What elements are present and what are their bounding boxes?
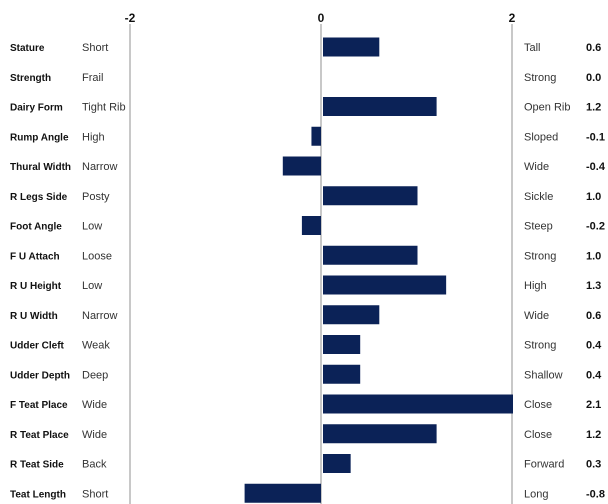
trait-high-label: Close — [524, 399, 552, 411]
trait-bar — [323, 275, 447, 295]
trait-name: R Legs Side — [10, 192, 68, 203]
trait-high-label: Strong — [524, 250, 556, 262]
trait-high-label: High — [524, 280, 547, 292]
trait-name: Thural Width — [10, 162, 71, 173]
trait-bar — [323, 97, 437, 116]
trait-value-label: -0.2 — [586, 221, 605, 233]
trait-low-label: Low — [82, 280, 102, 292]
trait-value-label: -0.1 — [586, 131, 605, 143]
trait-value-label: -0.4 — [586, 161, 606, 173]
trait-bar — [244, 483, 321, 503]
trait-bar — [311, 126, 321, 146]
trait-high-label: Strong — [524, 72, 556, 84]
trait-value-label: 1.0 — [586, 191, 601, 203]
trait-bar — [323, 335, 361, 354]
trait-name: Foot Angle — [10, 222, 62, 233]
trait-name: R U Height — [10, 281, 62, 292]
chart-labels: -2 0 2 Stature Short Tall 0.6 Strength Frail Stro… — [10, 11, 606, 500]
trait-low-label: Narrow — [82, 310, 118, 322]
trait-name: Rump Angle — [10, 132, 69, 143]
trait-name: Stature — [10, 43, 45, 54]
trait-bar — [323, 37, 380, 57]
trait-value-label: 0.0 — [586, 72, 601, 84]
trait-bar — [323, 454, 351, 473]
trait-bar — [323, 245, 418, 265]
trait-bar — [323, 394, 513, 414]
trait-low-label: Low — [82, 221, 102, 233]
x-tick-label: 0 — [318, 11, 325, 25]
trait-low-label: Loose — [82, 250, 112, 262]
trait-value-label: 0.3 — [586, 459, 601, 471]
trait-low-label: Frail — [82, 72, 103, 84]
x-tick-label: -2 — [125, 11, 136, 25]
trait-low-label: Weak — [82, 340, 110, 352]
trait-name: F Teat Place — [10, 400, 68, 411]
trait-value-label: 0.4 — [586, 369, 602, 381]
trait-value-label: 2.1 — [586, 399, 601, 411]
trait-name: Teat Length — [10, 489, 66, 500]
trait-name: R Teat Place — [10, 430, 69, 441]
trait-low-label: Deep — [82, 369, 108, 381]
trait-high-label: Sloped — [524, 131, 558, 143]
trait-name: Udder Depth — [10, 370, 70, 381]
trait-high-label: Sickle — [524, 191, 553, 203]
trait-name: R Teat Side — [10, 460, 64, 471]
trait-high-label: Tall — [524, 42, 541, 54]
trait-high-label: Open Rib — [524, 102, 570, 114]
trait-high-label: Forward — [524, 459, 564, 471]
trait-low-label: Narrow — [82, 161, 118, 173]
trait-low-label: Short — [82, 42, 108, 54]
trait-bar — [301, 216, 321, 235]
trait-high-label: Strong — [524, 340, 556, 352]
trait-low-label: Posty — [82, 191, 110, 203]
trait-name: Udder Cleft — [10, 341, 65, 352]
trait-bar — [323, 364, 361, 384]
trait-value-label: -0.8 — [586, 488, 605, 500]
trait-value-label: 0.4 — [586, 340, 602, 352]
trait-bar — [323, 305, 380, 325]
trait-low-label: Tight Rib — [82, 102, 126, 114]
trait-low-label: High — [82, 131, 105, 143]
trait-low-label: Wide — [82, 429, 107, 441]
trait-low-label: Wide — [82, 399, 107, 411]
trait-value-label: 1.2 — [586, 429, 601, 441]
trait-high-label: Long — [524, 488, 548, 500]
trait-high-label: Steep — [524, 221, 553, 233]
trait-name: R U Width — [10, 311, 58, 322]
trait-bar — [282, 156, 321, 176]
trait-value-label: 0.6 — [586, 42, 601, 54]
trait-high-label: Close — [524, 429, 552, 441]
trait-high-label: Wide — [524, 310, 549, 322]
trait-value-label: 0.6 — [586, 310, 601, 322]
trait-low-label: Back — [82, 459, 107, 471]
chart-bars — [244, 37, 513, 503]
trait-high-label: Wide — [524, 161, 549, 173]
trait-value-label: 1.2 — [586, 102, 601, 114]
trait-name: Dairy Form — [10, 103, 63, 114]
trait-value-label: 1.0 — [586, 250, 601, 262]
trait-name: F U Attach — [10, 251, 60, 262]
chart-axes — [129, 24, 513, 504]
x-tick-label: 2 — [509, 11, 516, 25]
trait-value-label: 1.3 — [586, 280, 601, 292]
trait-low-label: Short — [82, 488, 108, 500]
trait-name: Strength — [10, 73, 51, 84]
trait-bar — [323, 424, 437, 444]
trait-bar — [323, 186, 418, 206]
trait-high-label: Shallow — [524, 369, 563, 381]
